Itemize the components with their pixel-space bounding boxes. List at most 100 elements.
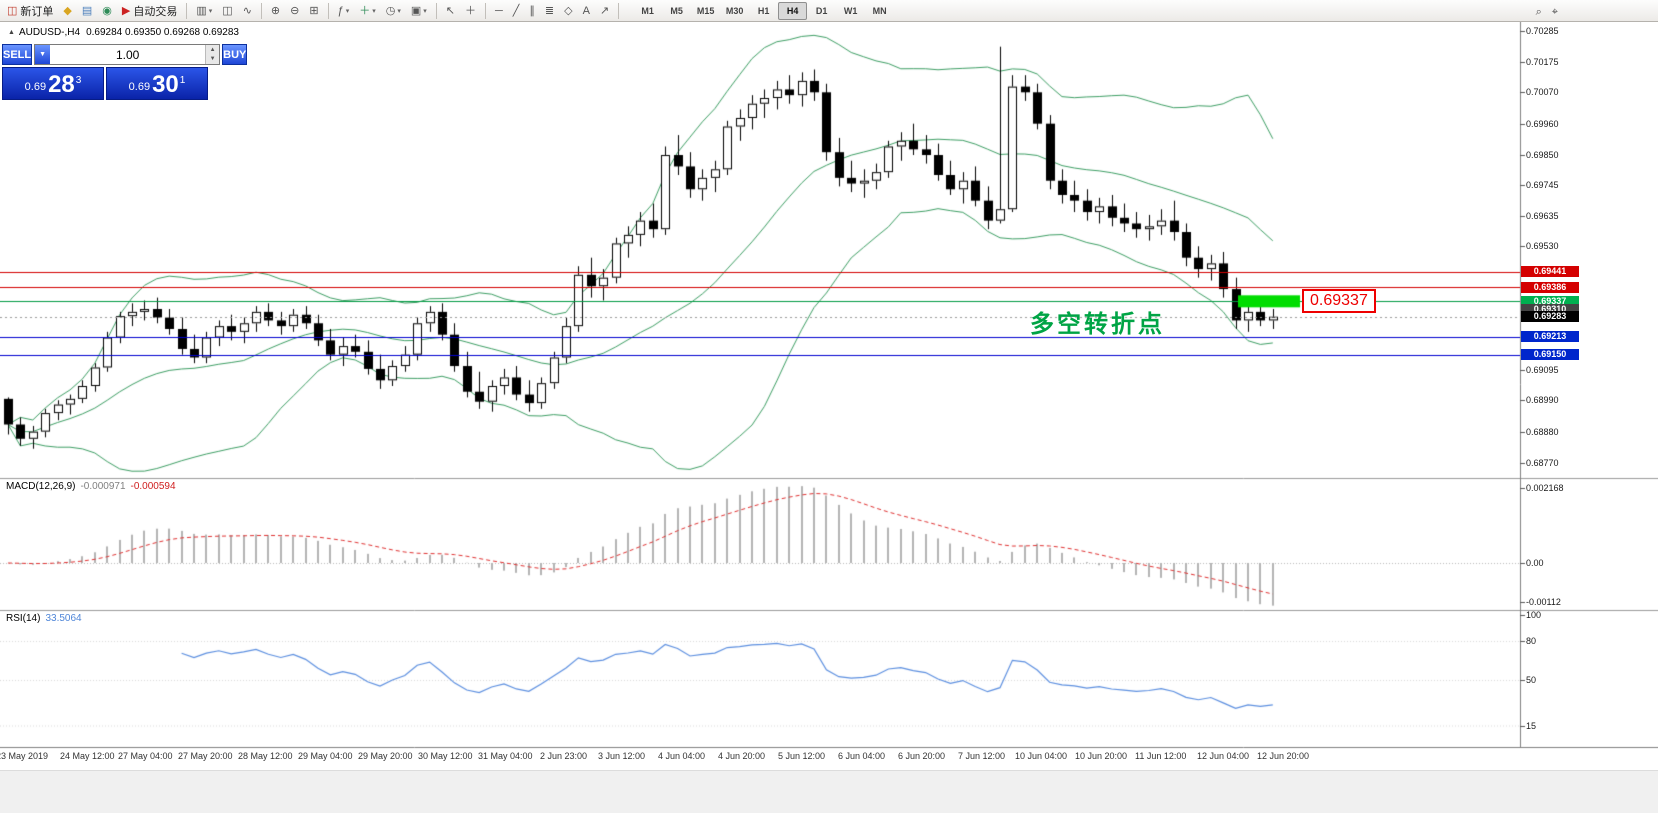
buy-button[interactable]: BUY [222,44,248,65]
volume-dropdown-icon[interactable]: ▼ [35,45,51,64]
timeframe-m30[interactable]: M30 [725,5,744,16]
chart-canvas[interactable] [0,22,1658,812]
data-window-icon: ◉ [102,4,112,17]
rsi-label: RSI(14) 33.5064 [6,613,82,624]
macd-value: -0.000971 [80,481,126,492]
candlestick-chart-icon: ◫ [222,4,233,17]
symbol-header: ▲ AUDUSD-,H4 0.69284 0.69350 0.69268 0.692… [8,27,239,38]
time-axis[interactable] [0,748,1658,768]
tile-windows-icon: ⊞ [309,4,319,17]
sell-price-sup: 3 [75,75,82,86]
bar-chart-icon[interactable]: ▥ ▾ [192,1,216,21]
text-icon[interactable]: A [579,1,594,21]
price-callout-label: 0.69337 [1302,289,1376,313]
toolbar-separator [260,2,262,19]
cursor-icon[interactable]: ↖ [442,1,459,21]
shapes-icon[interactable]: ◇ [560,1,576,21]
cursor-icon: ↖ [445,4,455,17]
rsi-name: RSI(14) [6,613,41,624]
dropdown-arrow-icon: ▾ [397,7,401,15]
search-icon: ⌕ [1535,6,1542,18]
search-icon[interactable]: ⌕ [1532,2,1546,22]
zoom-out-icon[interactable]: ⊖ [286,1,303,21]
window-footer [0,770,1658,813]
autotrade-button-label: 自动交易 [133,5,178,18]
volume-input[interactable] [50,45,206,64]
shapes-icon: ◇ [564,4,573,17]
pointer-icon[interactable]: ⌖ [1548,2,1562,22]
candlestick-chart-icon[interactable]: ◫ [218,1,236,21]
tile-windows-icon[interactable]: ⊞ [305,1,322,21]
profiles-icon[interactable]: ▤ [78,1,96,21]
macd-name: MACD(12,26,9) [6,481,76,492]
buy-price-display[interactable]: 0.69 30 1 [106,67,208,100]
autotrade-button: ▶ [121,4,131,17]
sell-price-big: 28 [48,71,75,98]
periods-icon[interactable]: ◷ ▾ [382,1,405,21]
zoom-in-icon[interactable]: ⊕ [267,1,284,21]
crosshair-icon[interactable]: ＋ [461,1,480,21]
horizontal-line-icon: ─ [494,4,503,17]
timeframe-m5[interactable]: M5 [670,5,683,16]
macd-signal-value: -0.000594 [130,481,176,492]
volume-up-icon[interactable]: ▲ [206,45,220,55]
fibonacci-icon: ≣ [544,4,555,17]
indicators-icon[interactable]: ƒ ▾ [334,1,354,21]
timeframe-d1[interactable]: D1 [815,5,828,16]
profiles-icon: ▤ [81,4,93,17]
timeframe-h1[interactable]: H1 [757,5,770,16]
new-order-button[interactable]: ◫ 新订单 [3,1,57,21]
trendline-icon: ╱ [512,4,520,17]
navigator-icon[interactable]: ◆ [59,1,75,21]
sell-price-display[interactable]: 0.69 28 3 [2,67,104,100]
volume-down-icon[interactable]: ▼ [206,54,220,64]
toolbar-right-group: ⌕ ⌖ [1531,2,1563,22]
templates-icon[interactable]: ▣ ▾ [407,1,431,21]
new-order-button-label: 新订单 [20,5,54,18]
fibonacci-icon[interactable]: ≣ [541,1,558,21]
trendline-icon[interactable]: ╱ [509,1,524,21]
toolbar-separator [484,2,486,19]
toolbar-separator [327,2,329,19]
price-axis[interactable] [1521,22,1658,747]
zoom-in-icon: ⊕ [270,4,281,17]
volume-stepper[interactable]: ▼ ▲▼ [34,44,221,65]
timeframe-mn[interactable]: MN [872,5,887,16]
timeframe-m1[interactable]: M1 [641,5,654,16]
add-indicator-icon: ＋ [359,4,371,17]
text-icon: A [582,4,590,17]
dropdown-arrow-icon: ▾ [345,7,350,15]
line-chart-icon: ∿ [242,4,252,17]
pointer-icon: ⌖ [1551,6,1558,18]
panel-toggle-icon[interactable]: ▲ [8,29,15,36]
timeframe-h4[interactable]: H4 [778,1,808,20]
buy-price-big: 30 [152,71,179,98]
data-window-icon[interactable]: ◉ [98,1,116,21]
line-chart-icon[interactable]: ∿ [239,1,256,21]
dropdown-arrow-icon: ▾ [423,7,427,15]
channel-icon[interactable]: ∥ [525,1,539,21]
autotrade-button[interactable]: ▶ 自动交易 [118,1,181,21]
timeframe-w1[interactable]: W1 [843,5,858,16]
toolbar-left-group: ◫ 新订单 ◆ ▤ ◉ ▶ 自动交易 ▥ ▾ ◫ ∿ ⊕ ⊖ ⊞ ƒ ▾ ＋ ▾ ◷ ▾ ▣ ▾ ↖ ＋ ─ ╱ ∥ ≣ ◇ A ↗ [2,1,623,21]
periods-icon: ◷ [385,4,396,17]
timeframe-group: M1 M5 M15 M30 H1 H4 D1 W1 MN [633,1,894,20]
add-indicator-icon[interactable]: ＋ ▾ [355,1,380,21]
arrows-icon[interactable]: ↗ [596,1,613,21]
new-order-button: ◫ [7,4,18,17]
toolbar: ◫ 新订单 ◆ ▤ ◉ ▶ 自动交易 ▥ ▾ ◫ ∿ ⊕ ⊖ ⊞ ƒ ▾ ＋ ▾ ◷ ▾ ▣ ▾ ↖ ＋ ─ ╱ ∥ ≣ ◇ A ↗ M1 M… [0,0,1658,22]
symbol-ohlc: 0.69284 0.69350 0.69268 0.69283 [86,27,239,38]
sell-button[interactable]: SELL [2,44,33,65]
crosshair-icon: ＋ [464,4,476,17]
chart-window: ▲ AUDUSD-,H4 0.69284 0.69350 0.69268 0.692… [0,22,1658,813]
rsi-value: 33.5064 [45,613,82,624]
dropdown-arrow-icon: ▾ [208,7,213,15]
toolbar-separator [618,2,620,19]
sell-price-small: 0.69 [24,81,47,93]
macd-label: MACD(12,26,9) -0.000971 -0.000594 [6,481,176,492]
chart-annotation-text: 多空转折点 [1030,311,1165,338]
volume-spinner[interactable]: ▲ ▼ [205,45,220,64]
horizontal-line-icon[interactable]: ─ [491,1,507,21]
timeframe-m15[interactable]: M15 [696,5,715,16]
